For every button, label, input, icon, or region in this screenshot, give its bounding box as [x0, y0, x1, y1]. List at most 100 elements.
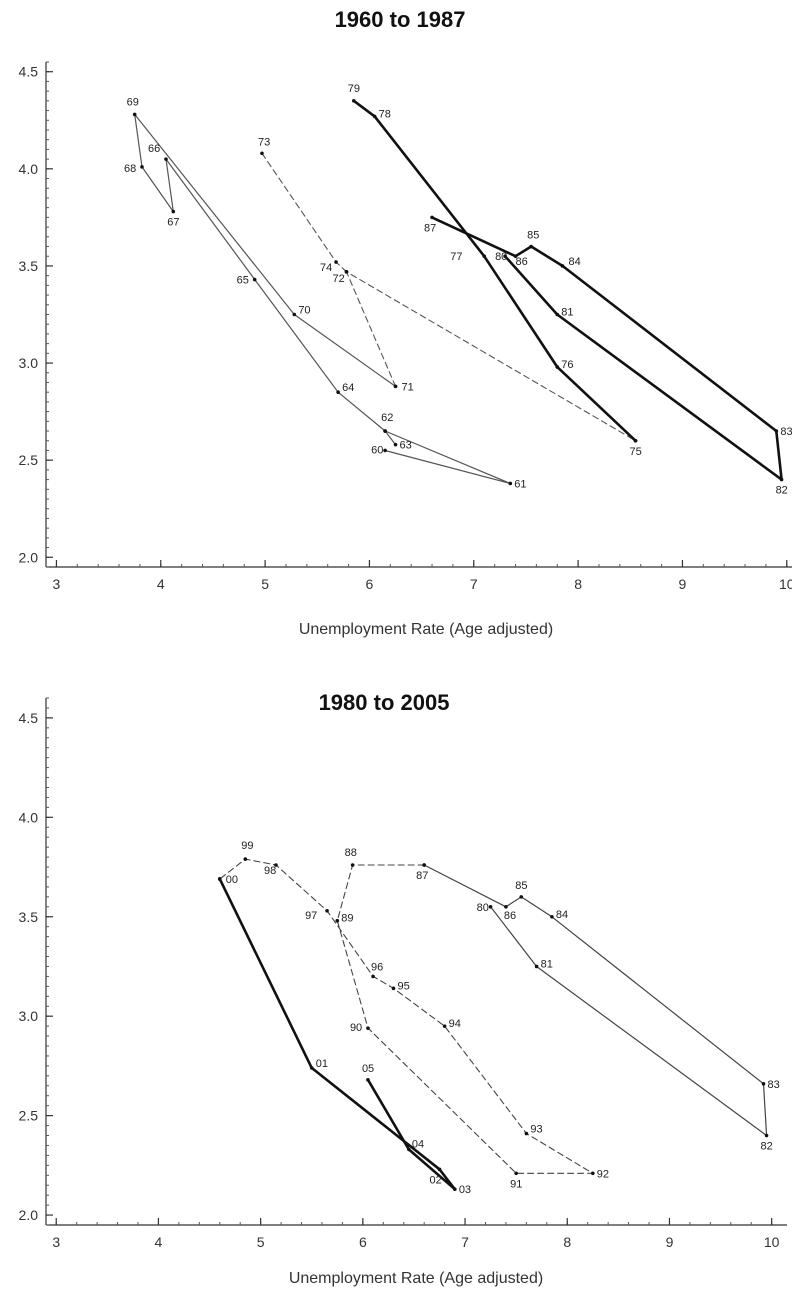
data-point: [366, 1078, 370, 1082]
data-point: [383, 429, 387, 433]
x-tick-label: 3: [53, 576, 61, 592]
point-label: 80: [495, 251, 507, 263]
x-tick-label: 5: [257, 1234, 265, 1250]
data-point: [334, 260, 338, 264]
data-point: [560, 264, 565, 268]
data-point: [534, 964, 539, 969]
point-label: 78: [379, 108, 391, 120]
y-tick-label: 2.5: [19, 1108, 39, 1124]
data-point: [764, 1133, 769, 1138]
point-label: 64: [342, 382, 354, 394]
point-label: 84: [568, 256, 580, 268]
y-tick-label: 4.0: [19, 809, 39, 825]
data-point: [350, 863, 355, 867]
data-point: [779, 477, 784, 482]
data-point: [519, 895, 524, 899]
data-point: [442, 1024, 447, 1028]
chart-title: 1980 to 2005: [319, 690, 450, 715]
data-point: [171, 209, 176, 214]
data-point: [243, 857, 248, 861]
data-point: [371, 974, 375, 979]
point-label: 63: [400, 440, 412, 452]
data-point: [488, 905, 493, 909]
point-label: 83: [780, 426, 792, 438]
data-point: [252, 277, 257, 282]
point-label: 02: [429, 1174, 441, 1186]
data-point: [335, 918, 340, 923]
series-line-thin: [423, 864, 768, 1137]
x-tick-label: 4: [155, 1234, 163, 1250]
series-line-thick: [352, 99, 637, 443]
data-point: [482, 254, 487, 259]
point-label: 82: [776, 485, 788, 497]
series-line-thick: [430, 216, 783, 481]
x-tick-label: 4: [157, 576, 165, 592]
data-point: [393, 442, 398, 447]
x-tick-label: 5: [261, 576, 269, 592]
point-label: 70: [298, 305, 310, 317]
y-tick-label: 4.0: [19, 161, 39, 177]
data-point: [292, 312, 297, 317]
point-label: 92: [597, 1168, 609, 1180]
y-tick-label: 3.5: [19, 909, 39, 925]
point-label: 67: [167, 217, 179, 229]
point-label: 82: [761, 1141, 773, 1153]
point-label: 88: [345, 847, 357, 859]
data-point: [508, 481, 513, 486]
data-point: [344, 269, 349, 274]
point-label: 74: [320, 262, 332, 274]
point-label: 81: [541, 958, 553, 970]
x-tick-label: 7: [470, 576, 478, 592]
chart-1980-2005: 1980 to 2005 3 4 5 6 7 8 9 102.02.53.03.54.04.5…: [19, 690, 787, 1287]
y-tick-label: 2.5: [19, 452, 39, 468]
point-label: 98: [264, 865, 276, 877]
point-label: 72: [332, 273, 344, 285]
point-label: 83: [767, 1079, 779, 1091]
data-point: [524, 1131, 529, 1136]
point-label: 85: [515, 880, 527, 892]
data-point: [514, 1171, 518, 1176]
data-point: [503, 254, 507, 259]
point-label: 03: [459, 1184, 471, 1196]
data-point: [407, 1147, 411, 1152]
data-point: [761, 1082, 766, 1086]
point-label: 65: [237, 275, 249, 287]
data-point: [132, 112, 137, 117]
y-tick-label: 4.5: [19, 64, 39, 80]
data-point: [591, 1171, 595, 1176]
point-label: 86: [504, 910, 516, 922]
x-tick-label: 10: [764, 1234, 780, 1250]
x-tick-label: 9: [666, 1234, 674, 1250]
data-point: [351, 99, 356, 103]
series-line-thick: [218, 877, 457, 1191]
point-label: 95: [398, 980, 410, 992]
point-label: 86: [516, 256, 528, 268]
point-label: 96: [371, 961, 383, 973]
y-tick-label: 2.0: [19, 1207, 39, 1223]
x-tick-label: 8: [574, 576, 582, 592]
data-point: [391, 986, 396, 991]
data-point: [140, 165, 144, 169]
point-label: 87: [424, 222, 436, 234]
point-label: 85: [527, 230, 539, 242]
point-label: 99: [241, 840, 253, 852]
chart-title: 1960 to 1987: [335, 7, 466, 32]
point-label: 97: [305, 910, 317, 922]
series-line-dashed: [219, 858, 594, 1174]
point-label: 91: [510, 1178, 522, 1190]
point-label: 75: [629, 446, 641, 458]
x-axis-label: Unemployment Rate (Age adjusted): [289, 1270, 543, 1287]
data-point: [550, 914, 554, 919]
data-point: [529, 244, 533, 249]
y-tick-label: 3.5: [19, 258, 39, 274]
point-label: 77: [450, 251, 462, 263]
point-label: 04: [412, 1138, 424, 1150]
point-label: 71: [402, 381, 414, 393]
data-point: [164, 157, 168, 161]
point-label: 94: [449, 1018, 461, 1030]
y-tick-label: 3.0: [19, 1008, 39, 1024]
point-label: 68: [124, 163, 136, 175]
point-label: 60: [371, 444, 383, 456]
data-point: [372, 114, 377, 119]
x-axis-label: Unemployment Rate (Age adjusted): [299, 621, 553, 638]
